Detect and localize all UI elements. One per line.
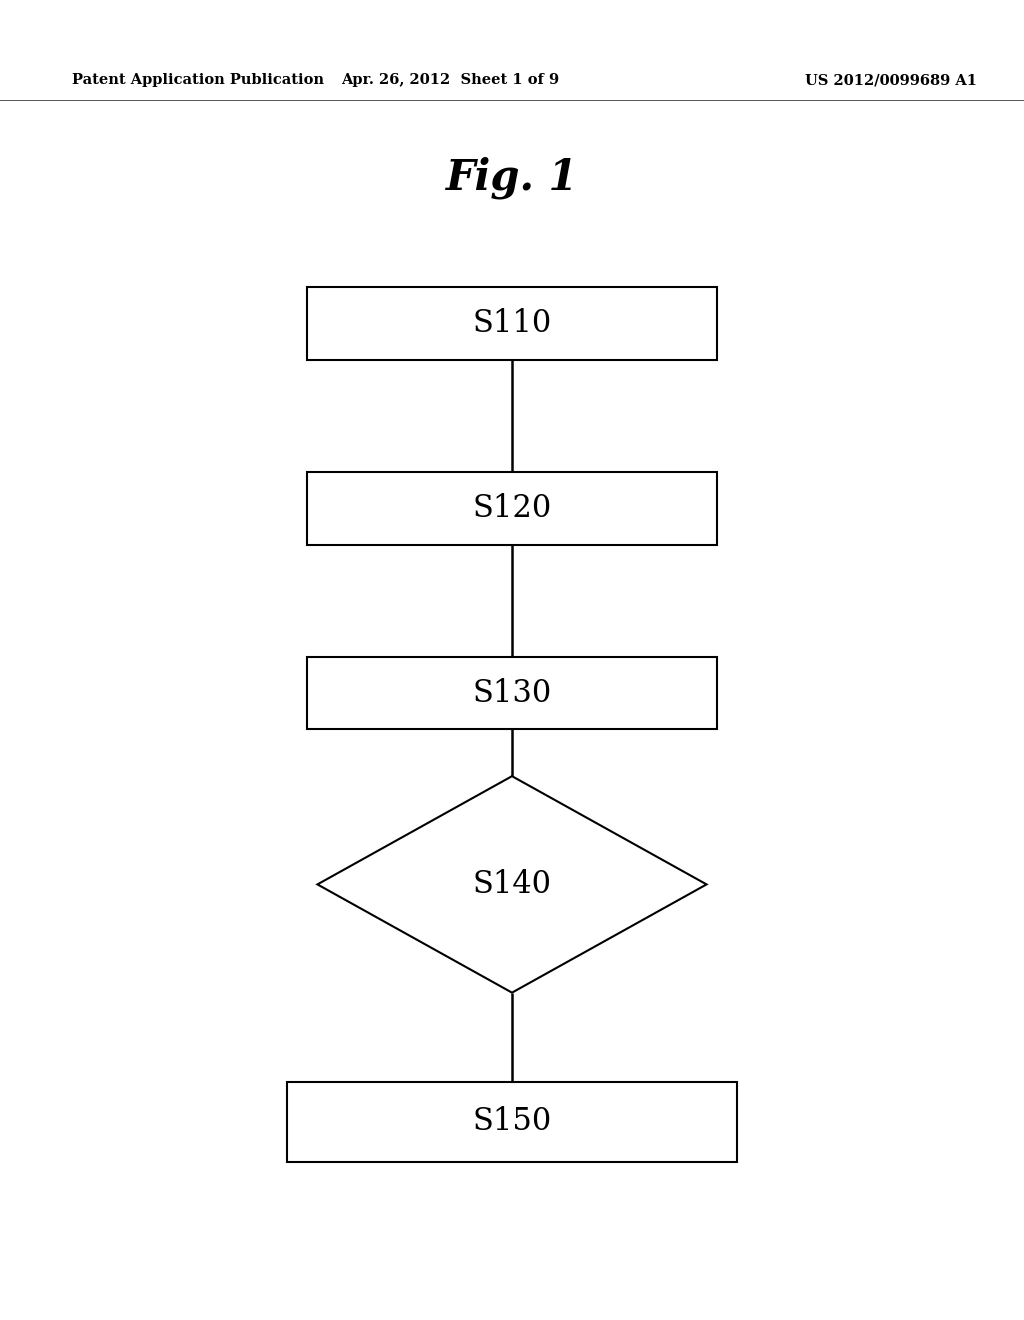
Bar (307, 657, 717, 729)
Text: Fig. 1: Fig. 1 (445, 157, 579, 199)
Text: US 2012/0099689 A1: US 2012/0099689 A1 (805, 73, 977, 87)
Bar (307, 286, 717, 359)
Text: S110: S110 (472, 308, 552, 339)
Text: S120: S120 (472, 492, 552, 524)
Text: S130: S130 (472, 677, 552, 709)
Text: Patent Application Publication: Patent Application Publication (72, 73, 324, 87)
Polygon shape (317, 776, 707, 993)
Text: Apr. 26, 2012  Sheet 1 of 9: Apr. 26, 2012 Sheet 1 of 9 (341, 73, 560, 87)
Bar (287, 1082, 737, 1162)
Bar (307, 471, 717, 544)
Text: S150: S150 (472, 1106, 552, 1138)
Text: S140: S140 (472, 869, 552, 900)
